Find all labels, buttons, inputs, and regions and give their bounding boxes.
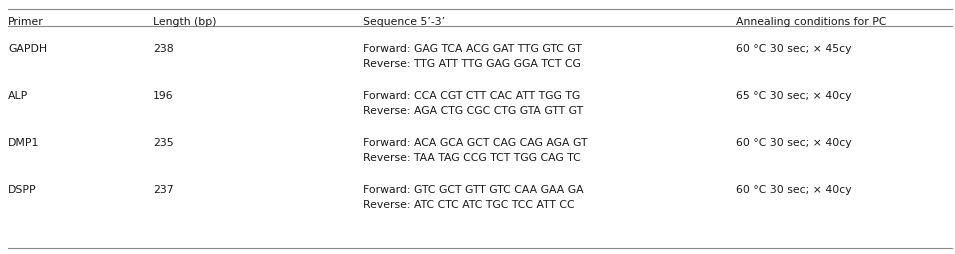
Text: 65 °C 30 sec; × 40cy: 65 °C 30 sec; × 40cy (736, 91, 852, 101)
Text: Primer: Primer (8, 17, 44, 27)
Text: Length (bp): Length (bp) (153, 17, 217, 27)
Text: Forward: GAG TCA ACG GAT TTG GTC GT: Forward: GAG TCA ACG GAT TTG GTC GT (363, 44, 582, 54)
Text: 196: 196 (153, 91, 174, 101)
Text: Sequence 5’-3’: Sequence 5’-3’ (363, 17, 445, 27)
Text: 60 °C 30 sec; × 40cy: 60 °C 30 sec; × 40cy (736, 138, 852, 148)
Text: 235: 235 (153, 138, 174, 148)
Text: Forward: GTC GCT GTT GTC CAA GAA GA: Forward: GTC GCT GTT GTC CAA GAA GA (363, 185, 584, 195)
Text: ALP: ALP (8, 91, 29, 101)
Text: DSPP: DSPP (8, 185, 36, 195)
Text: Reverse: TAA TAG CCG TCT TGG CAG TC: Reverse: TAA TAG CCG TCT TGG CAG TC (363, 153, 581, 163)
Text: 60 °C 30 sec; × 45cy: 60 °C 30 sec; × 45cy (736, 44, 852, 54)
Text: Reverse: TTG ATT TTG GAG GGA TCT CG: Reverse: TTG ATT TTG GAG GGA TCT CG (363, 59, 581, 69)
Text: GAPDH: GAPDH (8, 44, 47, 54)
Text: DMP1: DMP1 (8, 138, 39, 148)
Text: Forward: ACA GCA GCT CAG CAG AGA GT: Forward: ACA GCA GCT CAG CAG AGA GT (363, 138, 587, 148)
Text: 237: 237 (153, 185, 174, 195)
Text: 60 °C 30 sec; × 40cy: 60 °C 30 sec; × 40cy (736, 185, 852, 195)
Text: Reverse: ATC CTC ATC TGC TCC ATT CC: Reverse: ATC CTC ATC TGC TCC ATT CC (363, 200, 575, 210)
Text: Reverse: AGA CTG CGC CTG GTA GTT GT: Reverse: AGA CTG CGC CTG GTA GTT GT (363, 106, 584, 116)
Text: Annealing conditions for PC: Annealing conditions for PC (736, 17, 886, 27)
Text: Forward: CCA CGT CTT CAC ATT TGG TG: Forward: CCA CGT CTT CAC ATT TGG TG (363, 91, 581, 101)
Text: 238: 238 (153, 44, 174, 54)
